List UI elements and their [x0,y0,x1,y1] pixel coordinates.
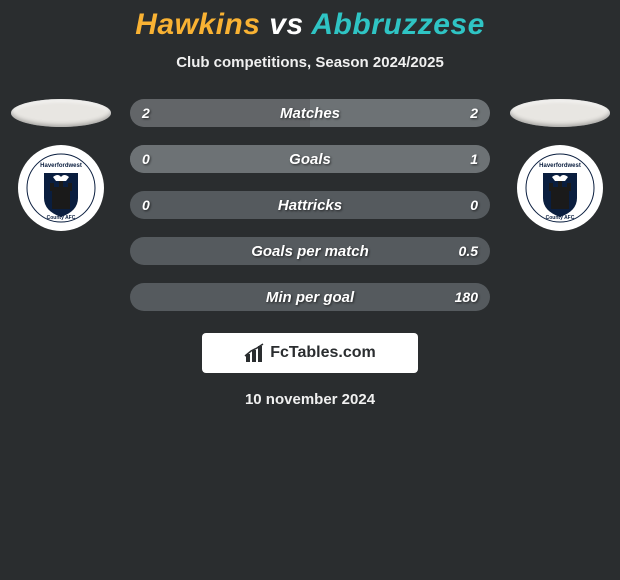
brand-box: FcTables.com [202,333,418,373]
stat-label: Goals [289,151,331,168]
stat-value-right: 1 [470,151,478,167]
bar-chart-icon [244,342,266,364]
stat-value-left: 2 [142,105,150,121]
stat-label: Hattricks [278,197,342,214]
right-club-badge: Haverfordwest County AFC [517,145,603,231]
svg-text:County AFC: County AFC [46,215,75,221]
svg-text:Haverfordwest: Haverfordwest [539,163,581,169]
stat-row: 0 Hattricks 0 [130,191,490,219]
svg-text:Haverfordwest: Haverfordwest [40,163,82,169]
stat-label: Matches [280,105,340,122]
right-platform [510,99,610,127]
stat-row: 0 Goals 1 [130,145,490,173]
stat-row: 2 Matches 2 [130,99,490,127]
subtitle: Club competitions, Season 2024/2025 [0,54,620,71]
player2-name: Abbruzzese [311,8,484,41]
comparison-title: Hawkins vs Abbruzzese [0,8,620,42]
date-text: 10 november 2024 [245,391,375,408]
vs-text: vs [269,8,303,41]
stat-label: Min per goal [266,289,354,306]
stat-value-right: 0 [470,197,478,213]
club-crest-icon: Haverfordwest County AFC [26,153,96,223]
player1-name: Hawkins [135,8,260,41]
stat-row: Goals per match 0.5 [130,237,490,265]
footer: FcTables.com 10 november 2024 [0,333,620,408]
stat-value-right: 0.5 [459,243,478,259]
brand-text: FcTables.com [270,344,376,362]
stat-value-left: 0 [142,197,150,213]
stat-value-right: 2 [470,105,478,121]
infographic-container: Hawkins vs Abbruzzese Club competitions,… [0,0,620,408]
left-platform [11,99,111,127]
main-row: Haverfordwest County AFC 2 Matches 2 0 Goals… [0,99,620,311]
stat-value-right: 180 [455,289,478,305]
stat-label: Goals per match [251,243,369,260]
left-club-badge: Haverfordwest County AFC [18,145,104,231]
stat-value-left: 0 [142,151,150,167]
stats-column: 2 Matches 2 0 Goals 1 0 Hattricks 0 Goals per mat… [130,99,490,311]
svg-text:County AFC: County AFC [545,215,574,221]
right-side: Haverfordwest County AFC [507,99,612,231]
stat-row: Min per goal 180 [130,283,490,311]
left-side: Haverfordwest County AFC [8,99,113,231]
club-crest-icon: Haverfordwest County AFC [525,153,595,223]
